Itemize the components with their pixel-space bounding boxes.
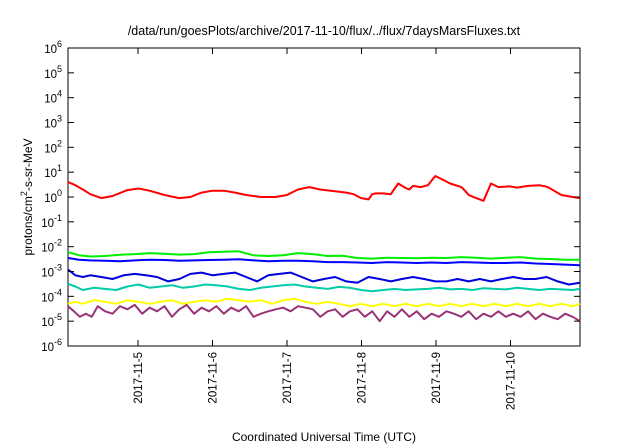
y-tick-exp: 0 [57,188,62,198]
series-layer [67,175,581,323]
x-tick-label: 2017-11-10 [506,352,518,410]
y-tick-base: 10 [41,268,54,280]
series-line-2 [67,257,581,267]
y-tick-base: 10 [41,292,54,304]
x-tick-label: 2017-11-8 [357,352,369,404]
y-tick-base: 10 [44,69,57,81]
y-axis-label: protons/cm2-s-sr-MeV [19,138,35,255]
y-tick-label: 10-6 [41,337,62,354]
y-tick-label: 105 [44,64,62,81]
y-tick-exp: 6 [57,39,62,49]
series-line-1 [67,250,580,261]
y-tick-exp: -6 [54,337,62,347]
y-tick-label: 103 [44,114,62,131]
y-tick-label: 10-2 [41,238,62,255]
series-line-4 [67,282,581,293]
y-tick-label: 104 [44,89,62,106]
y-tick-label: 10-5 [41,312,62,329]
y-tick-base: 10 [41,317,54,329]
y-tick-exp: -4 [54,287,62,297]
plot-frame [67,47,581,347]
y-tick-label: 10-4 [41,287,62,304]
y-tick-base: 10 [41,342,54,354]
y-tick-exp: -2 [54,238,62,248]
y-tick-label: 10-3 [41,263,62,280]
y-tick-base: 10 [44,44,57,56]
y-tick-exp: -3 [54,263,62,273]
y-tick-exp: 3 [57,114,62,124]
series-line-3 [67,268,581,286]
y-tick-exp: 5 [57,64,62,74]
y-axis: 10-610-510-410-310-210-11001011021031041… [41,39,580,354]
y-tick-base: 10 [44,168,57,180]
y-tick-base: 10 [44,94,57,106]
y-tick-base: 10 [44,193,57,205]
y-tick-label: 102 [44,138,62,155]
y-tick-base: 10 [41,218,54,230]
chart-title: /data/run/goesPlots/archive/2017-11-10/f… [128,24,521,38]
series-line-5 [67,297,581,308]
y-tick-label: 101 [44,163,62,180]
y-tick-base: 10 [44,119,57,131]
x-axis-label: Coordinated Universal Time (UTC) [232,430,416,444]
y-tick-exp: -5 [54,312,62,322]
y-tick-exp: 1 [57,163,62,173]
y-tick-base: 10 [41,243,54,255]
y-tick-exp: 2 [57,138,62,148]
x-axis: 2017-11-5 2017-11-6 2017-11-7 2017-11-8 2017… [133,48,518,410]
x-tick-label: 2017-11-9 [431,352,443,404]
y-tick-label: 10-1 [41,213,62,230]
y-tick-label: 106 [44,39,62,56]
y-tick-label: 100 [44,188,62,205]
y-axis-label-sup: 2 [19,191,29,196]
y-tick-exp: 4 [57,89,62,99]
x-tick-label: 2017-11-5 [133,352,145,404]
y-tick-base: 10 [44,143,57,155]
y-axis-label-rest: -s-sr-MeV [21,138,35,191]
x-tick-label: 2017-11-7 [282,352,294,404]
series-line-0 [67,175,581,202]
x-tick-label: 2017-11-6 [208,352,220,404]
y-tick-exp: -1 [54,213,62,223]
y-axis-label-base: protons/cm [21,196,35,255]
series-line-6 [67,303,581,323]
